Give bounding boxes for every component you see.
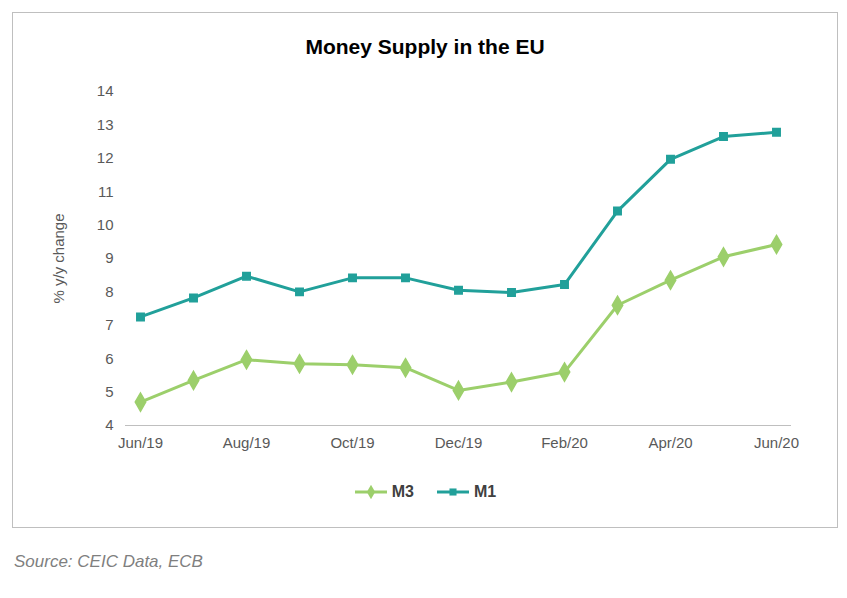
svg-text:Aug/19: Aug/19 xyxy=(223,434,271,451)
svg-text:13: 13 xyxy=(97,116,114,133)
svg-text:% y/y change: % y/y change xyxy=(50,213,67,303)
svg-text:Dec/19: Dec/19 xyxy=(435,434,483,451)
html-text:M3: M3 xyxy=(391,483,414,500)
svg-text:4: 4 xyxy=(105,416,113,433)
svg-text:14: 14 xyxy=(97,82,114,99)
svg-text:6: 6 xyxy=(105,350,113,367)
svg-text:Apr/20: Apr/20 xyxy=(648,434,692,451)
svg-text:Feb/20: Feb/20 xyxy=(541,434,588,451)
svg-text:Oct/19: Oct/19 xyxy=(330,434,374,451)
svg-text:11: 11 xyxy=(98,183,114,200)
html-text:Money Supply in the EU: Money Supply in the EU xyxy=(305,35,545,58)
html-text:Source: CEIC Data, ECB: Source: CEIC Data, ECB xyxy=(14,552,203,571)
svg-text:Jun/19: Jun/19 xyxy=(118,434,163,451)
svg-text:9: 9 xyxy=(105,249,113,266)
svg-text:10: 10 xyxy=(97,216,114,233)
svg-text:8: 8 xyxy=(105,283,113,300)
html-text:M1: M1 xyxy=(474,483,497,500)
svg-text:5: 5 xyxy=(105,383,113,400)
svg-text:12: 12 xyxy=(97,149,114,166)
svg-text:7: 7 xyxy=(105,316,113,333)
svg-text:Jun/20: Jun/20 xyxy=(754,434,799,451)
